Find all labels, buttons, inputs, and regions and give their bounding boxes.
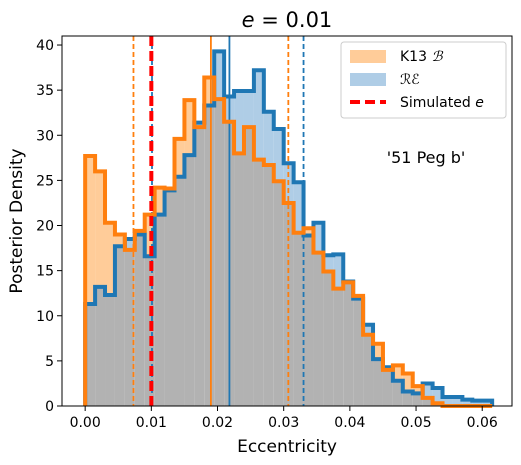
bar-re: [452, 396, 463, 406]
legend-label-re: ℛℰ: [400, 72, 420, 88]
histogram-edges: [83, 49, 495, 408]
bar-overlap: [214, 99, 225, 407]
x-tick-label: 0.00: [70, 415, 101, 431]
y-tick-label: 35: [36, 83, 54, 99]
bar-k13: [184, 100, 195, 156]
bar-k13: [392, 365, 403, 381]
legend-label-simulated: Simulated e: [400, 95, 484, 111]
bar-overlap: [323, 271, 334, 406]
bar-k13: [303, 228, 314, 236]
bar-k13: [154, 187, 165, 215]
y-tick-label: 30: [36, 128, 54, 144]
bar-overlap: [144, 256, 155, 406]
bar-overlap: [243, 127, 254, 407]
bar-overlap: [105, 295, 115, 406]
y-tick-label: 20: [36, 219, 54, 235]
bar-re: [214, 51, 225, 100]
bar-overlap: [382, 369, 393, 406]
bar-k13: [373, 343, 383, 360]
bar-overlap: [422, 397, 433, 406]
x-tick-label: 0.05: [400, 415, 431, 431]
bar-re: [472, 400, 483, 406]
x-tick-label: 0.04: [334, 415, 365, 431]
bar-overlap: [303, 235, 314, 406]
bar-re: [293, 182, 304, 233]
legend-label-k13: K13 ℬ: [400, 49, 443, 65]
bar-overlap: [313, 252, 324, 406]
x-tick-label: 0.06: [467, 415, 498, 431]
bar-overlap: [412, 393, 423, 406]
bar-re: [363, 324, 374, 335]
bar-k13: [402, 373, 413, 392]
bar-re: [422, 383, 433, 398]
bar-overlap: [124, 249, 135, 406]
bar-overlap: [373, 359, 383, 406]
bar-re: [263, 111, 274, 166]
bar-re: [462, 399, 473, 406]
y-tick-label: 10: [36, 309, 54, 325]
x-axis-label: Eccentricity: [237, 437, 337, 457]
bar-overlap: [402, 391, 413, 406]
series-outline-k13: [83, 75, 493, 408]
legend-patch-k13: [350, 50, 386, 63]
bar-re: [124, 239, 135, 250]
bar-re: [234, 91, 244, 154]
legend-patch-re: [350, 73, 386, 86]
bar-re: [442, 396, 453, 406]
bar-overlap: [333, 288, 344, 406]
plot-frame: [61, 35, 513, 407]
bar-overlap: [293, 232, 304, 406]
y-axis-label: Posterior Density: [7, 148, 27, 293]
bar-re: [333, 254, 344, 289]
bar-overlap: [164, 190, 175, 406]
bar-overlap: [134, 234, 145, 406]
bar-re: [482, 400, 493, 406]
bar-overlap: [273, 181, 284, 406]
chart-title: e = 0.01: [242, 8, 333, 32]
bar-overlap: [174, 176, 185, 406]
planet-annotation: '51 Peg b': [387, 148, 466, 167]
bar-overlap: [194, 127, 205, 407]
bar-overlap: [263, 165, 274, 406]
bar-re: [253, 70, 264, 160]
bar-re: [243, 91, 254, 128]
y-tick-label: 15: [36, 264, 54, 280]
y-tick-label: 25: [36, 173, 54, 189]
bar-k13: [412, 386, 423, 394]
bar-re: [194, 122, 205, 128]
bar-re: [313, 222, 324, 253]
legend: K13 ℬ ℛℰ Simulated e: [340, 41, 507, 119]
bar-overlap: [234, 153, 244, 406]
bar-k13: [105, 222, 115, 295]
bar-k13: [114, 234, 125, 247]
series-outline-re: [83, 49, 495, 406]
bar-k13: [204, 77, 215, 106]
bar-overlap: [154, 214, 165, 406]
bar-k13: [95, 171, 106, 287]
bar-overlap: [204, 105, 215, 407]
bar-re: [432, 387, 443, 404]
bar-overlap: [95, 286, 106, 406]
bar-overlap: [184, 155, 195, 406]
bar-overlap: [392, 380, 403, 406]
bar-re: [273, 128, 284, 182]
bar-overlap: [253, 159, 264, 406]
bar-overlap: [85, 304, 96, 406]
bar-overlap: [114, 246, 125, 406]
x-tick-label: 0.02: [202, 415, 233, 431]
x-tick-label: 0.03: [268, 415, 299, 431]
x-tick-label: 0.01: [136, 415, 167, 431]
axis-ticks: 0.00 0.01 0.02 0.03 0.04 0.05 0.06 0 5 10 15 20 25 30…: [36, 38, 498, 431]
y-tick-label: 5: [45, 354, 54, 370]
bar-overlap: [343, 282, 354, 406]
bar-k13: [85, 156, 96, 305]
bar-overlap: [353, 298, 364, 406]
y-tick-label: 0: [45, 399, 54, 415]
bar-overlap: [363, 334, 374, 406]
bar-k13: [174, 138, 185, 177]
bar-re: [323, 255, 334, 272]
y-tick-label: 40: [36, 38, 54, 54]
